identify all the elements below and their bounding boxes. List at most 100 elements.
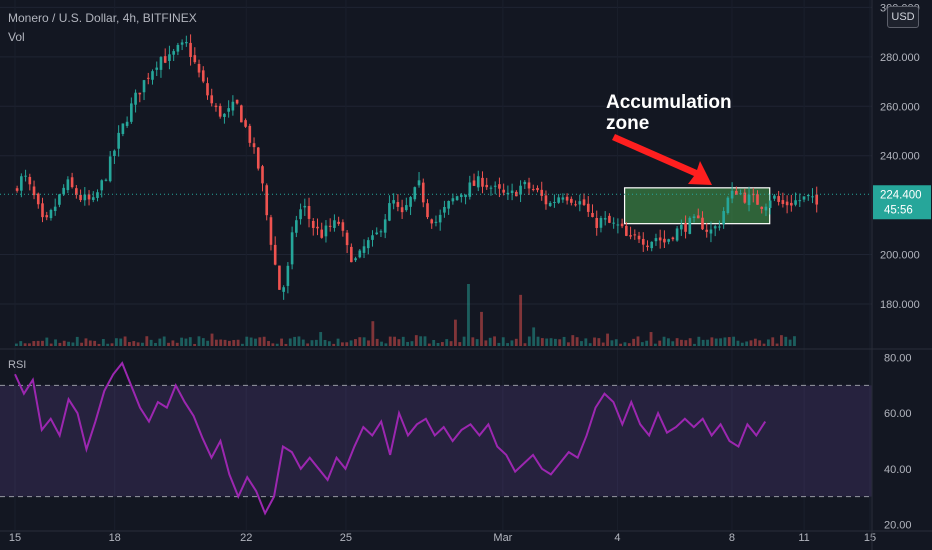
volume-bar xyxy=(97,343,101,346)
volume-bar xyxy=(749,340,753,346)
volume-bar xyxy=(188,337,192,346)
candle-body xyxy=(523,181,527,185)
volume-bar xyxy=(523,343,527,346)
candle-body xyxy=(299,209,302,220)
candle-body xyxy=(320,229,324,238)
volume-bar xyxy=(527,336,531,346)
candle-body xyxy=(455,196,459,201)
volume-bar xyxy=(575,337,579,346)
volume-bar xyxy=(649,332,653,346)
volume-bar xyxy=(227,340,231,346)
volume-bar xyxy=(558,339,562,346)
candle-body xyxy=(481,177,484,187)
annotation-text-line1: Accumulation xyxy=(606,92,732,113)
candle-body xyxy=(201,70,205,82)
volume-bar xyxy=(128,342,131,346)
candle-body xyxy=(743,192,747,203)
candle-body xyxy=(620,223,624,227)
candle-body xyxy=(345,232,349,246)
volume-bar xyxy=(454,319,457,346)
candle-body xyxy=(684,223,687,232)
volume-bar xyxy=(332,343,336,346)
time-tick-label: Mar xyxy=(493,532,512,544)
volume-bar xyxy=(706,339,709,346)
volume-bar xyxy=(784,336,788,346)
volume-bar xyxy=(471,337,475,346)
candle-body xyxy=(802,196,806,200)
candle-body xyxy=(388,203,391,221)
candle-body xyxy=(20,176,23,191)
volume-bar xyxy=(171,340,175,346)
candle-body xyxy=(612,222,615,224)
candle-body xyxy=(240,105,243,123)
candle-body xyxy=(536,187,539,191)
rsi-legend[interactable]: RSI xyxy=(8,359,27,371)
candle-body xyxy=(400,207,404,213)
volume-bar xyxy=(345,342,349,346)
candle-body xyxy=(701,217,704,230)
candle-body xyxy=(658,237,662,241)
volume-bar xyxy=(688,338,692,346)
candle-body xyxy=(223,113,226,117)
rsi-tick-label: 60.00 xyxy=(884,408,912,420)
volume-bar xyxy=(449,341,453,346)
candle-body xyxy=(815,194,819,205)
time-tick-label: 11 xyxy=(798,532,809,544)
volume-bar xyxy=(675,338,679,346)
volume-bar xyxy=(36,340,40,346)
candle-body xyxy=(646,245,649,248)
volume-bar xyxy=(358,337,362,346)
volume-legend[interactable]: Vol xyxy=(8,30,25,44)
volume-bar xyxy=(614,339,618,346)
rsi-line xyxy=(14,361,767,516)
candle-body xyxy=(244,120,247,127)
candle-body xyxy=(392,200,395,204)
volume-bar xyxy=(493,336,496,346)
rsi-tick-label: 20.00 xyxy=(884,519,912,531)
candle-body xyxy=(371,235,374,240)
volume-bar xyxy=(519,294,523,346)
candle-body xyxy=(324,225,328,237)
candle-body xyxy=(773,195,776,199)
volume-bar xyxy=(319,332,323,346)
currency-button[interactable]: USD xyxy=(887,6,919,28)
volume-bar xyxy=(293,336,297,346)
candle-body xyxy=(591,212,594,218)
candle-body xyxy=(396,202,400,207)
volume-bar xyxy=(123,336,127,346)
volume-bar xyxy=(62,340,66,346)
volume-bar xyxy=(610,340,614,346)
candle-body xyxy=(307,206,311,219)
candle-body xyxy=(269,217,273,245)
volume-bar xyxy=(423,336,427,346)
candle-body xyxy=(468,182,472,197)
volume-bar xyxy=(475,339,479,346)
candle-body xyxy=(185,41,188,44)
volume-bar xyxy=(619,343,623,346)
candle-body xyxy=(464,194,467,198)
volume-bar xyxy=(388,336,392,346)
annotation-text-line2: zone xyxy=(606,113,649,134)
rsi-tick-label: 80.00 xyxy=(884,353,912,365)
volume-bar xyxy=(336,338,340,346)
candle-body xyxy=(599,217,603,228)
volume-bar xyxy=(401,336,405,346)
candle-body xyxy=(189,42,192,57)
candle-body xyxy=(350,246,353,263)
volume-bar xyxy=(267,341,270,346)
candle-body xyxy=(718,226,721,228)
candle-body xyxy=(62,187,65,195)
candle-body xyxy=(485,184,489,188)
volume-bar xyxy=(154,342,157,346)
volume-bar xyxy=(232,340,236,346)
candle-body xyxy=(278,265,281,290)
candle-body xyxy=(405,205,408,211)
candle-body xyxy=(498,184,501,189)
candle-body xyxy=(625,225,628,236)
candle-body xyxy=(616,224,620,226)
volume-bar xyxy=(788,339,792,346)
volume-bar xyxy=(488,337,492,346)
candle-body xyxy=(231,101,235,111)
